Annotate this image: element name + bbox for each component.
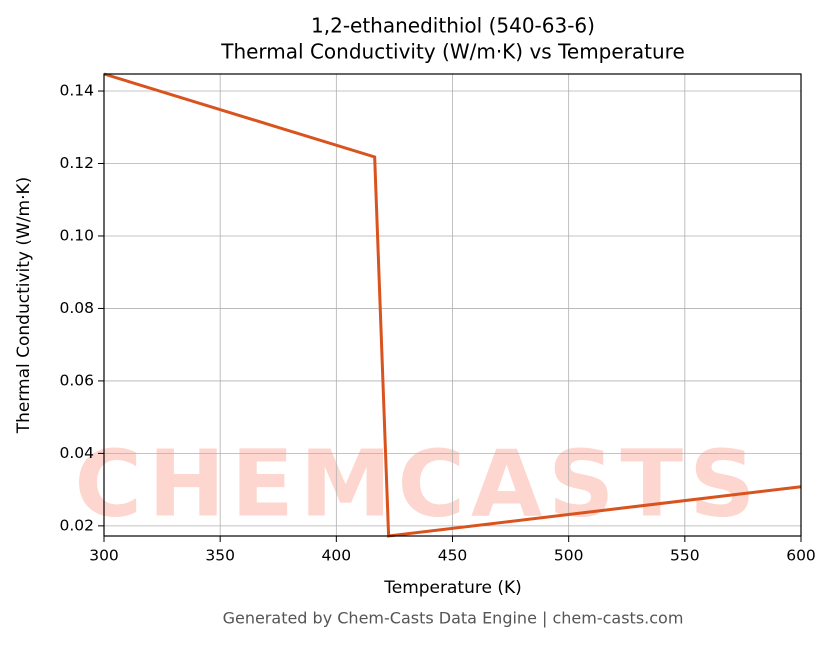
y-tick-label: 0.04 — [59, 444, 94, 462]
x-tick-label: 550 — [670, 547, 700, 565]
y-tick-label: 0.02 — [59, 516, 94, 534]
footer: Generated by Chem-Casts Data Engine | ch… — [223, 609, 684, 628]
x-axis-label: Temperature (K) — [383, 578, 522, 598]
watermark: CHEMCASTS — [75, 430, 762, 537]
x-tick-label: 300 — [89, 547, 119, 565]
x-tick-label: 500 — [554, 547, 584, 565]
plot-frame — [103, 73, 802, 537]
y-tick-label: 0.08 — [59, 299, 94, 317]
y-tick-label: 0.10 — [59, 226, 94, 244]
y-tick-label: 0.12 — [59, 154, 94, 172]
x-tick-label: 450 — [438, 547, 468, 565]
y-tick-label: 0.06 — [59, 371, 94, 389]
y-tick-label: 0.14 — [59, 82, 94, 100]
chart-subtitle: Thermal Conductivity (W/m·K) vs Temperat… — [220, 40, 685, 64]
x-tick-label: 350 — [205, 547, 235, 565]
data-line — [103, 72, 802, 538]
chart-title: 1,2-ethanedithiol (540-63-6) — [311, 14, 595, 38]
x-tick-label: 600 — [786, 547, 816, 565]
x-tick-label: 400 — [322, 547, 352, 565]
y-axis-label: Thermal Conductivity (W/m·K) — [14, 177, 34, 435]
